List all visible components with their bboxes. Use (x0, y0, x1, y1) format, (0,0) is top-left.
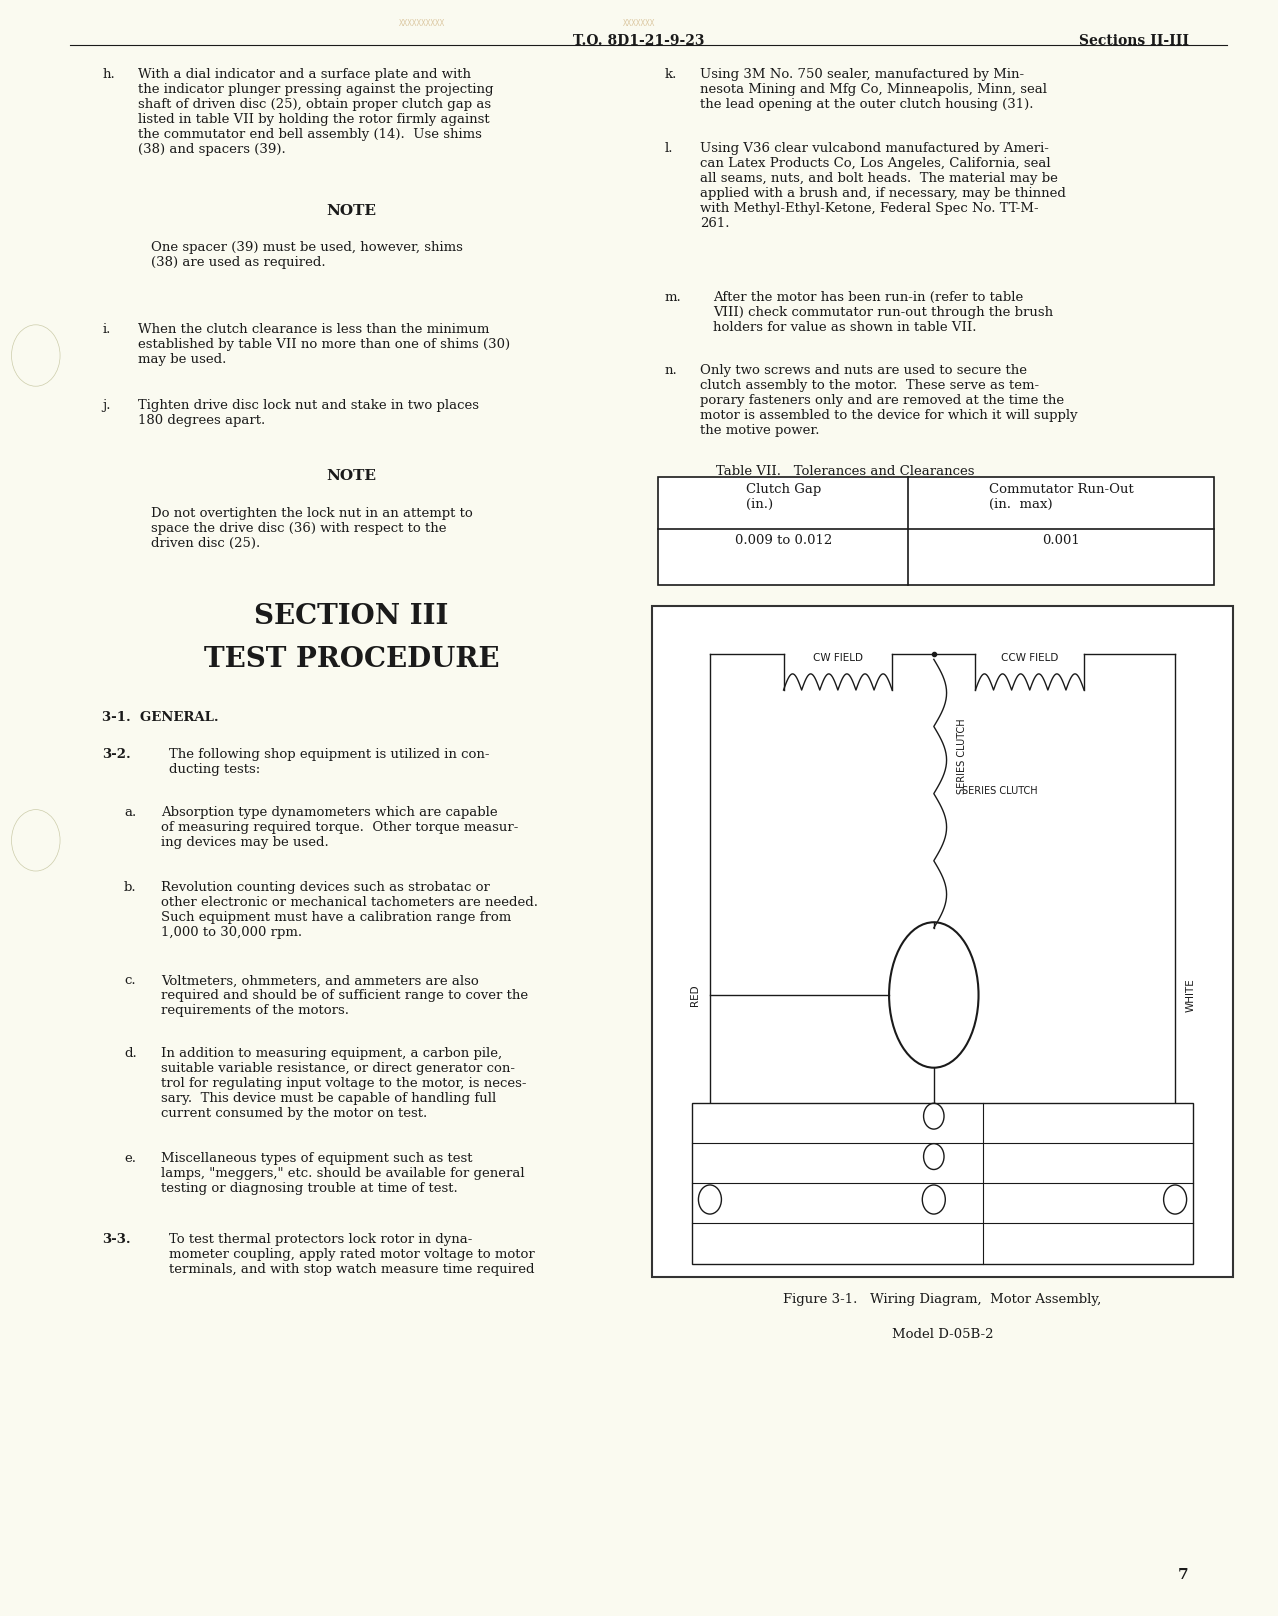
Text: Do not overtighten the lock nut in an attempt to
space the drive disc (36) with : Do not overtighten the lock nut in an at… (151, 507, 473, 551)
Text: l.: l. (665, 142, 674, 155)
Text: The following shop equipment is utilized in con-
ducting tests:: The following shop equipment is utilized… (169, 748, 489, 776)
Text: BLACK: BLACK (909, 1160, 919, 1196)
Text: T.O. 8D1-21-9-23: T.O. 8D1-21-9-23 (574, 34, 704, 48)
Text: e.: e. (124, 1152, 135, 1165)
Text: SERIES CLUTCH: SERIES CLUTCH (962, 785, 1038, 795)
Text: 0.009 to 0.012: 0.009 to 0.012 (735, 533, 832, 546)
Text: Miscellaneous types of equipment such as test
lamps, "meggers," etc. should be a: Miscellaneous types of equipment such as… (161, 1152, 525, 1196)
Text: WHITE - BLACK: WHITE - BLACK (799, 1159, 877, 1168)
Text: c.: c. (124, 974, 135, 987)
Text: i.: i. (102, 323, 111, 336)
Text: Clutch Gap
(in.): Clutch Gap (in.) (745, 483, 820, 511)
Text: 3-1.  GENERAL.: 3-1. GENERAL. (102, 711, 219, 724)
Text: SECTION III: SECTION III (254, 603, 449, 630)
Text: Table VII.   Tolerances and Clearances: Table VII. Tolerances and Clearances (716, 465, 974, 478)
Text: Tighten drive disc lock nut and stake in two places
180 degrees apart.: Tighten drive disc lock nut and stake in… (138, 399, 479, 427)
Text: NOTE: NOTE (326, 204, 377, 218)
Text: XXXXXXXXXX: XXXXXXXXXX (399, 19, 445, 29)
Text: THERMAL: THERMAL (953, 1109, 1002, 1118)
Text: Absorption type dynamometers which are capable
of measuring required torque.  Ot: Absorption type dynamometers which are c… (161, 806, 519, 850)
Text: LEADS ENERGIZED: LEADS ENERGIZED (783, 1117, 892, 1126)
Text: k.: k. (665, 68, 677, 81)
Circle shape (12, 325, 60, 386)
Text: d.: d. (124, 1047, 137, 1060)
Text: 7: 7 (1178, 1568, 1189, 1582)
Text: XXXXXXX: XXXXXXX (622, 19, 656, 29)
Text: NOTE: NOTE (326, 469, 377, 483)
Text: RED - BLACK: RED - BLACK (804, 1199, 870, 1209)
FancyBboxPatch shape (693, 1102, 1192, 1264)
Text: Sections II-III: Sections II-III (1079, 34, 1189, 48)
Text: n.: n. (665, 364, 677, 377)
Text: Only two screws and nuts are used to secure the
clutch assembly to the motor.  T: Only two screws and nuts are used to sec… (700, 364, 1077, 436)
Text: m.: m. (665, 291, 681, 304)
Text: 3-2.: 3-2. (102, 748, 130, 761)
Text: Revolution counting devices such as strobatac or
other electronic or mechanical : Revolution counting devices such as stro… (161, 881, 538, 939)
Text: Using 3M No. 750 sealer, manufactured by Min-
nesota Mining and Mfg Co, Minneapo: Using 3M No. 750 sealer, manufactured by… (700, 68, 1048, 112)
Text: Commutator Run-Out
(in.  max): Commutator Run-Out (in. max) (989, 483, 1134, 511)
Text: PROTECTOR: PROTECTOR (953, 1130, 1016, 1139)
Text: WHITE: WHITE (1186, 978, 1195, 1012)
Text: h.: h. (102, 68, 115, 81)
Text: To test thermal protectors lock rotor in dyna-
mometer coupling, apply rated mot: To test thermal protectors lock rotor in… (169, 1233, 534, 1277)
Text: Model D-05B-2: Model D-05B-2 (892, 1328, 993, 1341)
Text: j.: j. (102, 399, 111, 412)
Text: One spacer (39) must be used, however, shims
(38) are used as required.: One spacer (39) must be used, however, s… (151, 241, 463, 268)
Text: When the clutch clearance is less than the minimum
established by table VII no m: When the clutch clearance is less than t… (138, 323, 510, 367)
Text: CW FIELD: CW FIELD (813, 653, 863, 663)
Text: Using V36 clear vulcabond manufactured by Ameri-
can Latex Products Co, Los Ange: Using V36 clear vulcabond manufactured b… (700, 142, 1066, 229)
Text: * VIEWED FACING END OPPOSITE DRIVE: * VIEWED FACING END OPPOSITE DRIVE (845, 1238, 1040, 1249)
Text: TEST PROCEDURE: TEST PROCEDURE (203, 646, 500, 674)
FancyBboxPatch shape (658, 477, 1214, 585)
Text: SERIES CLUTCH: SERIES CLUTCH (957, 718, 967, 793)
Text: CCW FIELD: CCW FIELD (1001, 653, 1058, 663)
Text: RED: RED (690, 984, 700, 1005)
Text: * ROTATION: * ROTATION (1053, 1117, 1122, 1126)
Circle shape (12, 810, 60, 871)
Text: In addition to measuring equipment, a carbon pile,
suitable variable resistance,: In addition to measuring equipment, a ca… (161, 1047, 527, 1120)
Text: Voltmeters, ohmmeters, and ammeters are also
required and should be of sufficien: Voltmeters, ohmmeters, and ammeters are … (161, 974, 528, 1018)
Text: a.: a. (124, 806, 137, 819)
FancyBboxPatch shape (652, 606, 1233, 1277)
Text: CCW: CCW (1075, 1199, 1100, 1209)
Text: After the motor has been run-in (refer to table
VIII) check commutator run-out t: After the motor has been run-in (refer t… (713, 291, 1053, 335)
Text: Figure 3-1.   Wiring Diagram,  Motor Assembly,: Figure 3-1. Wiring Diagram, Motor Assemb… (783, 1293, 1102, 1306)
Text: CW: CW (1079, 1159, 1097, 1168)
Text: b.: b. (124, 881, 137, 894)
Text: 0.001: 0.001 (1043, 533, 1080, 546)
Text: With a dial indicator and a surface plate and with
the indicator plunger pressin: With a dial indicator and a surface plat… (138, 68, 493, 155)
Text: 3-3.: 3-3. (102, 1233, 130, 1246)
